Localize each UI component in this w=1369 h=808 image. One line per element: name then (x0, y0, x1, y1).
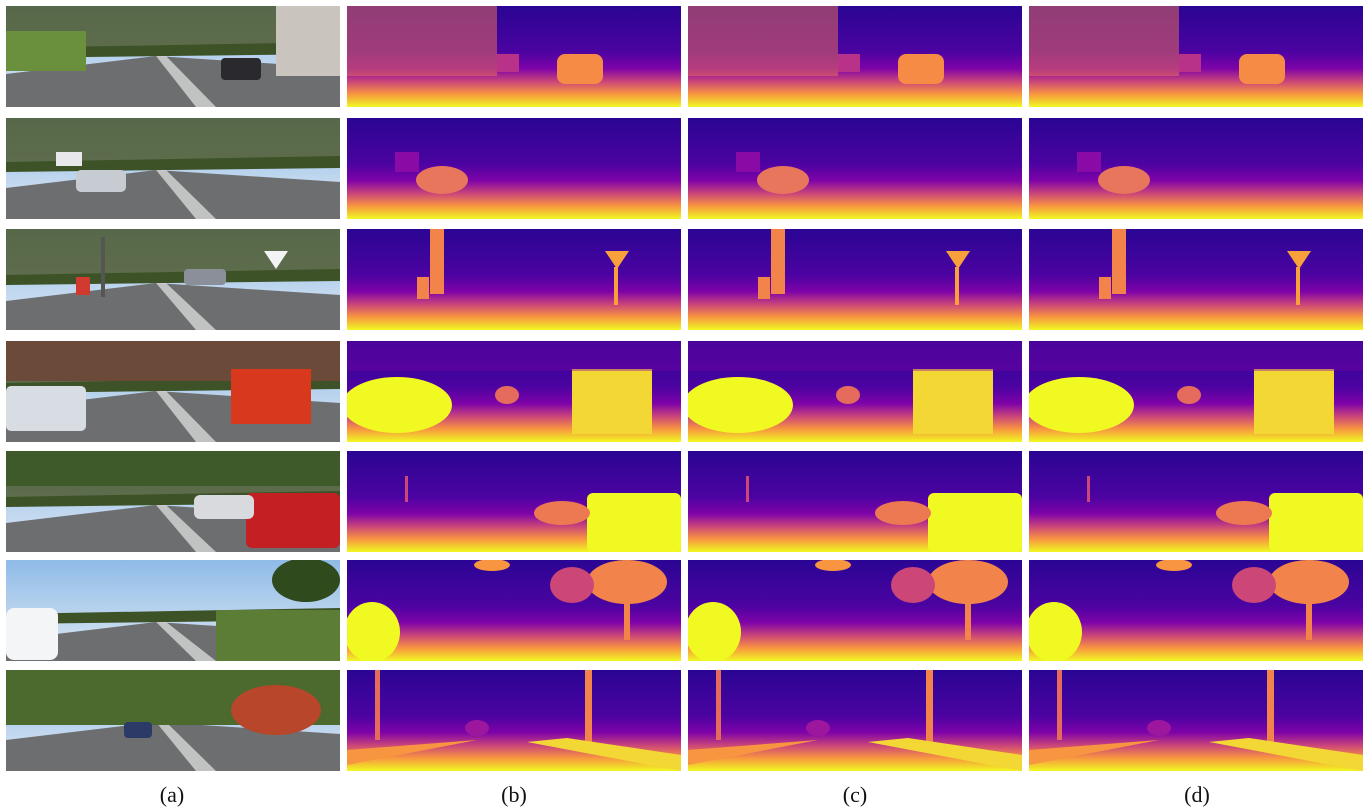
depth-map-r5-c3 (688, 451, 1022, 552)
depth-image (688, 341, 1022, 442)
input-photo-r3-c1 (6, 229, 340, 330)
input-photo-r5-c1 (6, 451, 340, 552)
depth-map-r7-c2 (347, 670, 681, 771)
figure-grid (6, 6, 1363, 771)
input-photo-r6-c1 (6, 560, 340, 661)
depth-map-r4-c2 (347, 341, 681, 442)
depth-map-r6-c4 (1029, 560, 1363, 661)
depth-image (1029, 6, 1363, 107)
column-label-a: (a) (159, 782, 185, 807)
photo-image (6, 118, 340, 219)
depth-map-r3-c3 (688, 229, 1022, 330)
depth-image (347, 118, 681, 219)
input-photo-r1-c1 (6, 6, 340, 107)
column-label-c: (c) (842, 782, 868, 807)
depth-map-r6-c2 (347, 560, 681, 661)
depth-map-r2-c3 (688, 118, 1022, 219)
depth-image (688, 451, 1022, 552)
depth-image (1029, 670, 1363, 771)
column-label-b: (b) (501, 782, 527, 807)
depth-image (347, 451, 681, 552)
depth-image (688, 560, 1022, 661)
depth-image (1029, 560, 1363, 661)
depth-map-r2-c2 (347, 118, 681, 219)
depth-image (347, 341, 681, 442)
depth-map-r1-c4 (1029, 6, 1363, 107)
depth-map-r4-c3 (688, 341, 1022, 442)
depth-map-r5-c4 (1029, 451, 1363, 552)
input-photo-r4-c1 (6, 341, 340, 442)
depth-image (688, 6, 1022, 107)
photo-image (6, 6, 340, 107)
depth-map-r7-c4 (1029, 670, 1363, 771)
depth-image (688, 670, 1022, 771)
depth-image (1029, 229, 1363, 330)
column-label-d: (d) (1184, 782, 1210, 807)
depth-map-r4-c4 (1029, 341, 1363, 442)
depth-image (688, 118, 1022, 219)
photo-image (6, 670, 340, 771)
depth-image (347, 6, 681, 107)
photo-image (6, 341, 340, 442)
depth-map-r3-c2 (347, 229, 681, 330)
depth-image (688, 229, 1022, 330)
depth-map-r1-c2 (347, 6, 681, 107)
input-photo-r2-c1 (6, 118, 340, 219)
depth-map-r3-c4 (1029, 229, 1363, 330)
depth-map-r2-c4 (1029, 118, 1363, 219)
depth-map-r1-c3 (688, 6, 1022, 107)
depth-image (1029, 451, 1363, 552)
photo-image (6, 451, 340, 552)
depth-map-r6-c3 (688, 560, 1022, 661)
input-photo-r7-c1 (6, 670, 340, 771)
photo-image (6, 229, 340, 330)
depth-map-r7-c3 (688, 670, 1022, 771)
depth-image (1029, 118, 1363, 219)
depth-map-r5-c2 (347, 451, 681, 552)
depth-image (1029, 341, 1363, 442)
depth-image (347, 560, 681, 661)
depth-image (347, 670, 681, 771)
photo-image (6, 560, 340, 661)
depth-image (347, 229, 681, 330)
